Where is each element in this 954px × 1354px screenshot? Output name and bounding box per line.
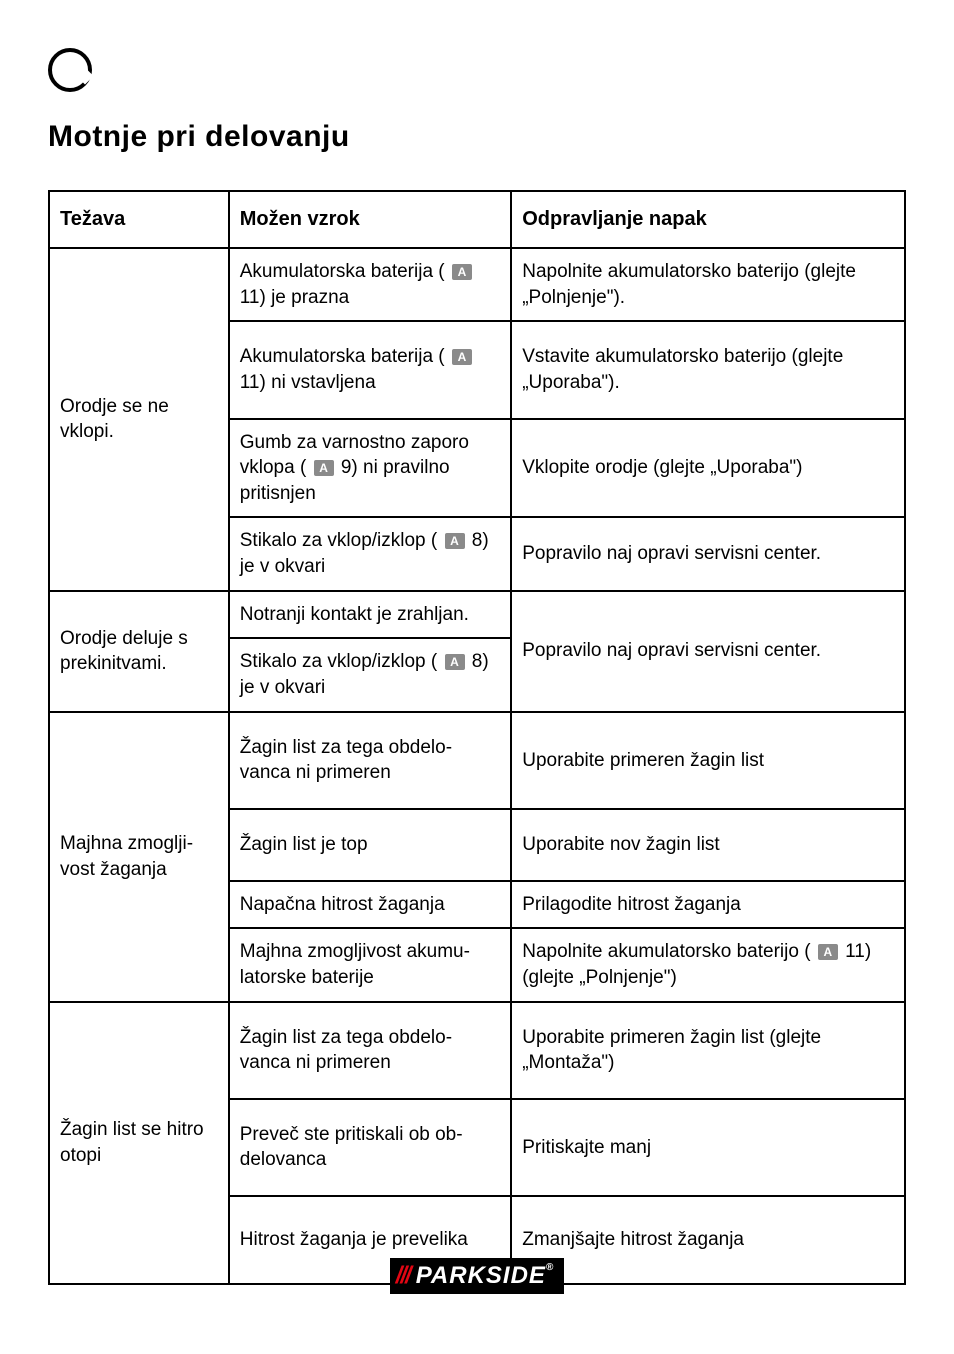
troubleshooting-table: Težava Možen vzrok Odpravljanje napak Or…: [48, 190, 906, 1285]
cell-problem: Orodje se ne vklopi.: [49, 248, 229, 591]
cell-cause: Stikalo za vklop/izklop ( A 8) je v okva…: [229, 517, 511, 590]
cell-cause: Akumulatorska baterija ( A 11) ni vstavl…: [229, 321, 511, 418]
cell-cause: Majhna zmogljivost akumu-latorske bateri…: [229, 928, 511, 1001]
table-header-row: Težava Možen vzrok Odpravljanje napak: [49, 191, 905, 248]
logo-registered: ®: [546, 1262, 554, 1273]
cell-remedy: Vstavite akumulatorsko baterijo (glejte …: [511, 321, 905, 418]
cell-remedy: Napolnite akumulatorsko baterijo (glejte…: [511, 248, 905, 321]
cell-cause: Gumb za varnostno zaporo vklopa ( A 9) n…: [229, 419, 511, 518]
cell-remedy: Vklopite orodje (glejte „Uporaba"): [511, 419, 905, 518]
page-title: Motnje pri delovanju: [48, 120, 906, 154]
cell-cause: Žagin list za tega obdelo-vanca ni prime…: [229, 1002, 511, 1099]
ref-badge-icon: A: [314, 460, 334, 476]
cell-remedy: Popravilo naj opravi servisni center.: [511, 517, 905, 590]
ref-badge-icon: A: [818, 944, 838, 960]
ref-badge-icon: A: [452, 264, 472, 280]
logo-bars-icon: ///: [396, 1262, 410, 1289]
cell-problem: Orodje deluje s prekinitvami.: [49, 591, 229, 712]
table-row: Orodje se ne vklopi.Akumulatorska bateri…: [49, 248, 905, 321]
cell-cause: Notranji kontakt je zrahljan.: [229, 591, 511, 639]
cell-remedy: Uporabite primeren žagin list: [511, 712, 905, 809]
cell-cause: Žagin list za tega obdelo-vanca ni prime…: [229, 712, 511, 809]
header-cause: Možen vzrok: [229, 191, 511, 248]
ref-badge-icon: A: [445, 654, 465, 670]
cell-cause: Stikalo za vklop/izklop ( A 8) je v okva…: [229, 638, 511, 711]
cell-remedy: Uporabite nov žagin list: [511, 809, 905, 881]
header-problem: Težava: [49, 191, 229, 248]
table-row: Žagin list se hitro otopiŽagin list za t…: [49, 1002, 905, 1099]
cell-remedy: Uporabite primeren žagin list (glejte „M…: [511, 1002, 905, 1099]
cell-remedy: Prilagodite hitrost žaganja: [511, 881, 905, 929]
cell-cause: Preveč ste pritiskali ob ob-delovanca: [229, 1099, 511, 1196]
table-row: Majhna zmoglji-vost žaganjaŽagin list za…: [49, 712, 905, 809]
cell-problem: Majhna zmoglji-vost žaganja: [49, 712, 229, 1002]
cell-cause: Napačna hitrost žaganja: [229, 881, 511, 929]
cell-remedy: Napolnite akumulatorsko baterijo ( A 11)…: [511, 928, 905, 1001]
cell-problem: Žagin list se hitro otopi: [49, 1002, 229, 1284]
ref-badge-icon: A: [445, 533, 465, 549]
table-row: Orodje deluje s prekinitvami.Notranji ko…: [49, 591, 905, 639]
brand-logo: /// PARKSIDE®: [0, 1258, 954, 1294]
ref-badge-icon: A: [452, 349, 472, 365]
header-remedy: Odpravljanje napak: [511, 191, 905, 248]
cell-cause: Akumulatorska baterija ( A 11) je prazna: [229, 248, 511, 321]
cell-cause: Žagin list je top: [229, 809, 511, 881]
logo-text: PARKSIDE: [416, 1262, 546, 1289]
cell-remedy: Pritiskajte manj: [511, 1099, 905, 1196]
language-circle-icon: [48, 48, 92, 92]
cell-remedy: Popravilo naj opravi servisni center.: [511, 591, 905, 712]
